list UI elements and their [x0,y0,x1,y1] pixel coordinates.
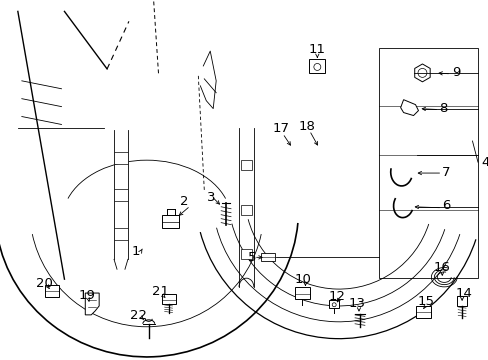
Polygon shape [414,64,429,82]
Text: 13: 13 [348,297,365,310]
Text: 10: 10 [294,273,311,286]
Text: 9: 9 [451,66,459,80]
Text: 22: 22 [130,309,147,322]
Polygon shape [400,100,418,116]
Polygon shape [85,293,99,315]
Text: 18: 18 [298,120,315,133]
Text: 2: 2 [180,195,188,208]
Bar [294,287,310,299]
Bar [378,48,477,278]
Bar [309,59,325,73]
Text: 4: 4 [480,156,488,168]
Bar [241,249,251,259]
Bar [260,253,274,261]
Text: 7: 7 [441,166,449,179]
Bar [114,152,128,164]
Bar [114,228,128,239]
Text: 12: 12 [328,289,345,302]
Bar [162,294,175,304]
Text: 5: 5 [247,251,256,264]
Bar [162,215,179,228]
Text: 6: 6 [441,199,449,212]
Bar [329,300,338,308]
Circle shape [417,68,426,77]
Text: 1: 1 [131,245,140,258]
Circle shape [331,303,335,307]
Text: 14: 14 [455,287,471,300]
Text: 16: 16 [433,261,450,274]
Text: 20: 20 [36,276,53,290]
Bar [44,285,59,297]
Bar [415,306,430,318]
Text: 11: 11 [308,42,325,55]
Bar [241,205,251,215]
Bar [456,296,466,306]
Bar [241,160,251,170]
Text: 15: 15 [417,296,434,309]
Circle shape [313,63,320,71]
Text: 21: 21 [152,284,169,298]
Text: 19: 19 [79,288,96,302]
Text: 3: 3 [206,192,215,204]
Text: 8: 8 [438,102,447,115]
Bar [114,189,128,201]
Text: 17: 17 [272,122,288,135]
